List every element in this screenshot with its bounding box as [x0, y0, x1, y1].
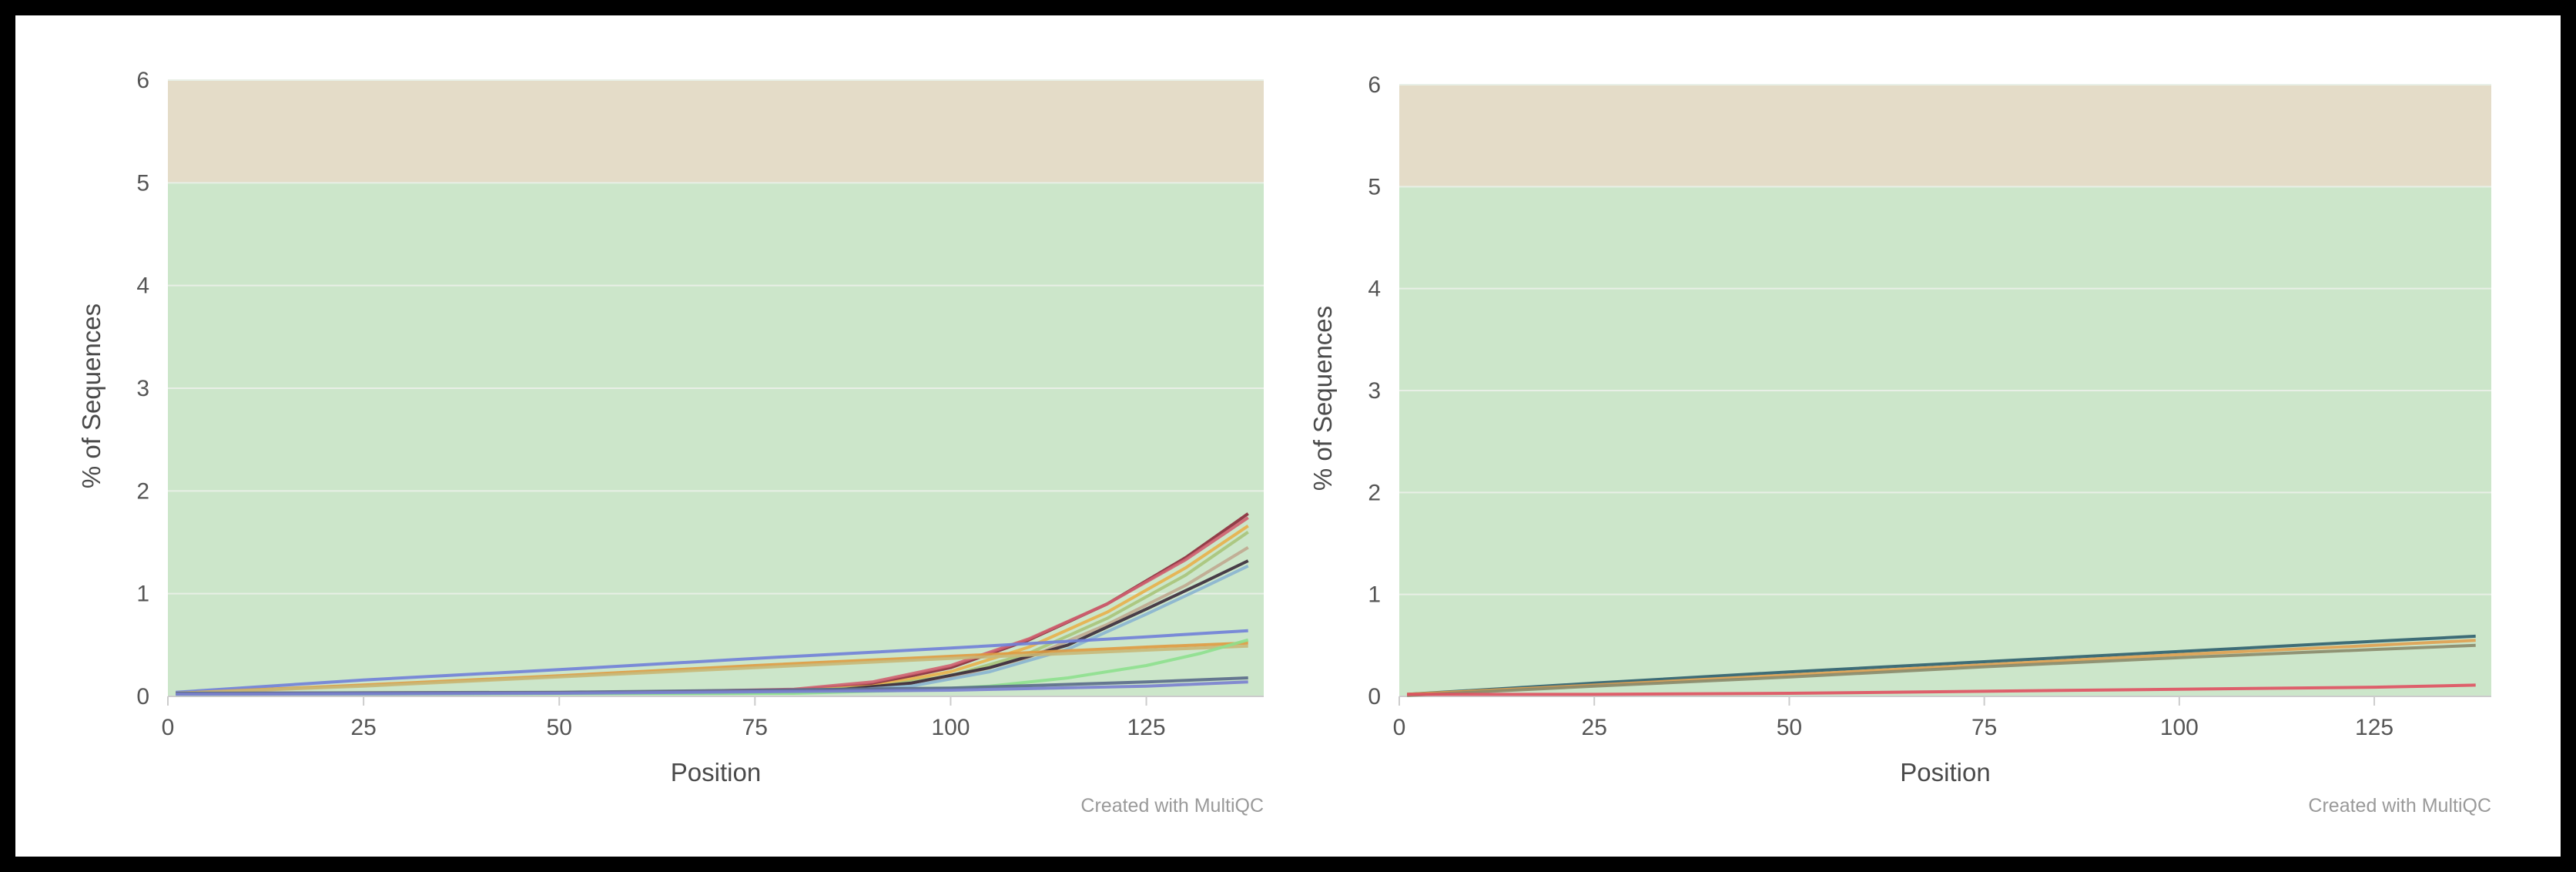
chart-panel-right: 0 1 2 3 4 5 6 0 25 50 75 100 125 Position % of Sequenc…	[1288, 15, 2561, 857]
x-tick-label: 25	[1582, 715, 1607, 740]
series-line[interactable]	[176, 680, 1248, 696]
band-pass	[1399, 186, 2491, 697]
x-tick-label: 25	[350, 715, 376, 740]
x-tick-label: 100	[2160, 715, 2199, 740]
credits-label[interactable]: Created with MultiQC	[2308, 795, 2491, 817]
band-warn	[1399, 85, 2491, 187]
series-line[interactable]	[176, 644, 1248, 695]
x-tick-label: 75	[1971, 715, 1997, 740]
x-tick-label: 75	[742, 715, 768, 740]
series-line[interactable]	[1406, 634, 2476, 696]
y-tick-label: 2	[1368, 480, 1381, 505]
y-tick-label: 5	[1368, 174, 1381, 200]
x-tick-label: 125	[1127, 715, 1166, 740]
x-tick-label: 50	[547, 715, 572, 740]
y-axis-title: % of Sequences	[1308, 306, 1337, 491]
credits-label[interactable]: Created with MultiQC	[1080, 795, 1264, 817]
band-pass	[168, 183, 1264, 697]
y-tick-label: 0	[136, 684, 149, 709]
y-axis-title: % of Sequences	[77, 304, 106, 488]
x-tick-label: 50	[1777, 715, 1802, 740]
y-tick-label: 4	[136, 273, 149, 299]
line-chart-right: 0 1 2 3 4 5 6 0 25 50 75 100 125 Position % of Sequenc…	[1308, 72, 2491, 817]
y-tick-label: 2	[136, 478, 149, 504]
x-tick-label: 0	[162, 715, 175, 740]
x-axis-title: Position	[1900, 758, 1990, 786]
y-tick-label: 6	[1368, 72, 1381, 98]
x-tick-label: 100	[931, 715, 970, 740]
x-tick-label: 125	[2355, 715, 2393, 740]
y-tick-label: 1	[1368, 582, 1381, 608]
x-tick-label: 0	[1393, 715, 1406, 740]
y-tick-label: 5	[136, 170, 149, 196]
x-axis-title: Position	[671, 758, 761, 786]
series-line[interactable]	[1407, 643, 2476, 697]
chart-panel-left: 0 1 2 3 4 5 6 0 25 50 75 100 125 Position % of Sequenc…	[15, 15, 1288, 857]
band-warn	[168, 80, 1264, 183]
y-tick-label: 3	[136, 376, 149, 401]
line-chart-left: 0 1 2 3 4 5 6 0 25 50 75 100 125 Position % of Sequenc…	[77, 68, 1264, 817]
y-tick-label: 4	[1368, 277, 1381, 302]
series-line[interactable]	[1407, 683, 2476, 696]
y-tick-label: 6	[136, 68, 149, 93]
report-frame: 0 1 2 3 4 5 6 0 25 50 75 100 125 Position% of Sequenc…	[15, 15, 2561, 857]
y-tick-label: 3	[1368, 378, 1381, 404]
y-tick-label: 1	[136, 582, 149, 607]
y-tick-label: 0	[1368, 684, 1381, 709]
series-line[interactable]	[176, 629, 1248, 694]
